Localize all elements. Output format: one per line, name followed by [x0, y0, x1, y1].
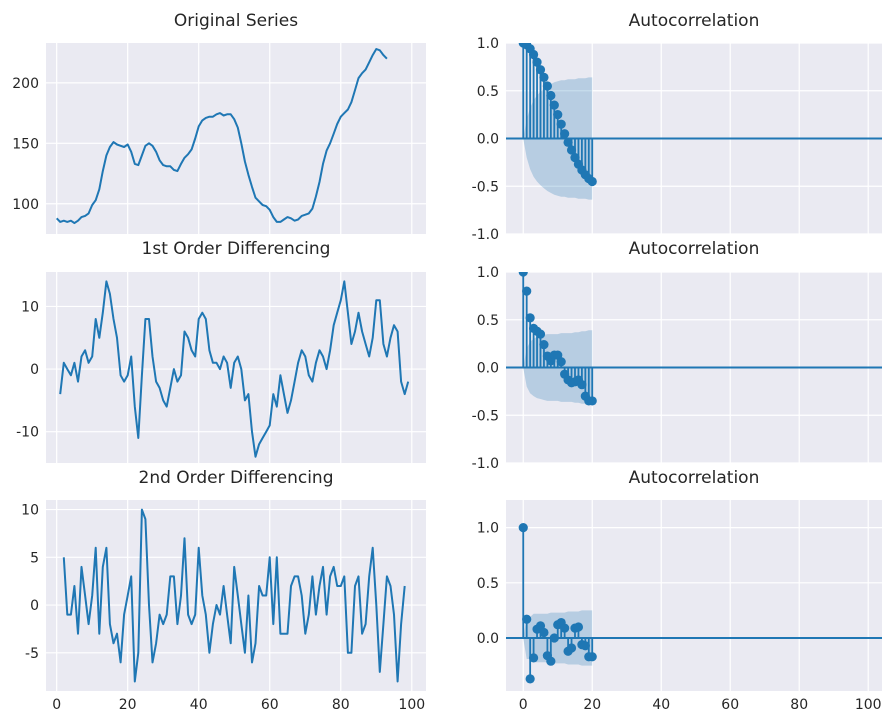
plot-content	[55, 48, 388, 225]
panel-title: Autocorrelation	[629, 239, 760, 259]
y-tick-label: 150	[12, 136, 39, 152]
plot-area	[46, 500, 426, 691]
acf-point	[587, 652, 597, 662]
panel-title: Autocorrelation	[629, 11, 760, 31]
y-tick-label: 200	[12, 76, 39, 92]
acf-point	[549, 100, 559, 110]
y-tick-label: -5	[25, 646, 39, 662]
y-tick-label: 0.0	[477, 361, 499, 377]
acf-point	[539, 627, 549, 638]
acf-point	[546, 90, 556, 101]
acf-point	[553, 110, 563, 120]
y-tick-label: 1.0	[477, 36, 499, 52]
y-tick-label: 10	[21, 503, 39, 519]
panel-orig: 100 150 200 Original Series	[12, 11, 426, 234]
acf-point	[560, 623, 570, 633]
y-tick-label: -1.0	[472, 456, 499, 472]
acf-point	[556, 119, 566, 129]
x-tick-label: 0	[519, 697, 528, 713]
acf-point	[542, 81, 552, 91]
acf-point	[587, 396, 597, 406]
acf-point	[566, 643, 577, 653]
acf-point	[525, 674, 535, 684]
y-tick-label: 0.5	[477, 576, 499, 592]
x-tick-label: 60	[721, 697, 739, 713]
acf-point	[535, 329, 546, 339]
y-tick-label: 0.0	[477, 631, 499, 647]
acf-point	[556, 357, 566, 367]
x-tick-label: 20	[583, 697, 601, 713]
y-tick-label: -0.5	[472, 179, 499, 195]
x-tick-label: 40	[652, 697, 670, 713]
panel-acf2: 0.0 0.5 1.0 0 20 40 60 80 100 Autocorrelation	[477, 468, 882, 713]
x-tick-label: 80	[790, 697, 808, 713]
y-tick-label: 0.0	[477, 132, 499, 148]
x-tick-label: 0	[52, 697, 61, 713]
y-tick-label: -10	[16, 425, 39, 441]
acf-point	[580, 641, 590, 651]
acf-point	[546, 656, 556, 666]
panel-title: 1st Order Differencing	[142, 239, 331, 259]
acf-point	[535, 65, 546, 75]
x-tick-label: 100	[855, 697, 882, 713]
acf-point	[573, 622, 584, 632]
acf-point	[532, 57, 542, 67]
acf-point	[563, 137, 573, 147]
acf-point	[528, 49, 539, 60]
plot-area	[46, 272, 426, 463]
y-tick-label: 5	[30, 550, 39, 566]
acf-point	[539, 72, 549, 82]
acf-point	[577, 380, 587, 390]
y-tick-label: -1.0	[472, 227, 499, 243]
series-line	[59, 280, 410, 458]
panel-title: Autocorrelation	[629, 468, 760, 488]
acf-point	[566, 145, 577, 155]
acf-point	[549, 633, 559, 643]
x-tick-label: 40	[190, 697, 208, 713]
acf-point	[525, 313, 535, 323]
acf-point	[518, 272, 528, 277]
acf-point	[560, 129, 570, 139]
x-tick-label: 100	[398, 697, 425, 713]
series-line	[55, 48, 388, 225]
y-tick-label: 1.0	[477, 521, 499, 537]
y-tick-label: 1.0	[477, 265, 499, 281]
acf-point	[528, 653, 539, 663]
plot-area	[506, 500, 882, 691]
x-tick-label: 80	[332, 697, 350, 713]
acf-point	[518, 523, 528, 533]
x-tick-label: 60	[261, 697, 279, 713]
y-tick-label: 10	[21, 299, 39, 315]
panel-acf0: -1.0 -0.5 0.0 0.5 1.0 Autocorrelation	[472, 11, 882, 243]
y-tick-label: -0.5	[472, 408, 499, 424]
panel-acf1: -1.0 -0.5 0.0 0.5 1.0 Autocorrelation	[472, 239, 882, 472]
plot-content	[506, 523, 882, 684]
y-tick-label: 0	[30, 598, 39, 614]
panel-title: 2nd Order Differencing	[139, 468, 334, 488]
panel-diff1: -10 0 10 1st Order Differencing	[16, 239, 426, 463]
x-tick-label: 20	[119, 697, 137, 713]
acf-point	[539, 339, 549, 350]
acf-point	[522, 286, 532, 296]
plot-content	[506, 43, 882, 200]
plot-content	[59, 280, 410, 458]
y-tick-label: 0.5	[477, 313, 499, 329]
acf-point	[522, 614, 532, 624]
plot-content	[506, 272, 882, 406]
y-tick-label: 100	[12, 197, 39, 213]
y-tick-label: 0	[30, 362, 39, 378]
series-line	[62, 508, 406, 683]
acf-point	[587, 176, 597, 187]
plot-area	[46, 43, 426, 234]
plot-content	[62, 508, 406, 683]
panel-title: Original Series	[174, 11, 298, 31]
y-tick-label: 0.5	[477, 84, 499, 100]
